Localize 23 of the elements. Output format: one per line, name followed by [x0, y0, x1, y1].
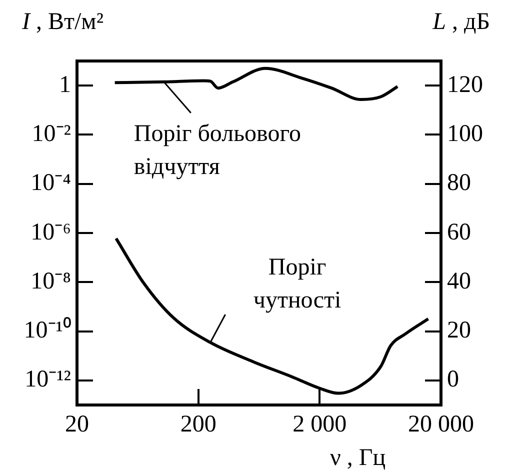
x-axis-title: ν , Гц: [330, 445, 386, 471]
y-axis-title: I , Вт/м²: [22, 9, 104, 35]
y-tick-label: 10⁻⁶: [30, 219, 71, 246]
y2-tick-label: 100: [447, 121, 483, 148]
y-tick-label: 10⁻⁴: [30, 170, 71, 196]
y2-tick-label: 80: [447, 170, 471, 196]
annotation: Поріг чутності: [253, 254, 342, 314]
y2-tick-label: 120: [447, 72, 483, 98]
x-tick-label: 20: [65, 412, 89, 438]
y2-tick-label: 0: [447, 366, 459, 393]
y2-tick-label: 60: [447, 219, 471, 246]
y-tick-label: 10⁻²: [32, 121, 71, 148]
y2-axis-title: L , дБ: [432, 9, 490, 35]
x-tick-label: 200: [180, 412, 216, 438]
y2-tick-label: 20: [447, 318, 471, 344]
y-tick-label: 10⁻¹⁰: [24, 316, 71, 344]
y2-tick-label: 40: [447, 268, 471, 294]
annotation: Поріг больового відчуття: [134, 120, 301, 180]
x-tick-label: 20 000: [408, 412, 474, 438]
y-tick-label: 10⁻⁸: [30, 268, 71, 294]
x-tick-label: 2 000: [292, 412, 347, 438]
y-tick-label: 10⁻¹²: [24, 366, 71, 393]
y-tick-label: 1: [59, 72, 71, 98]
